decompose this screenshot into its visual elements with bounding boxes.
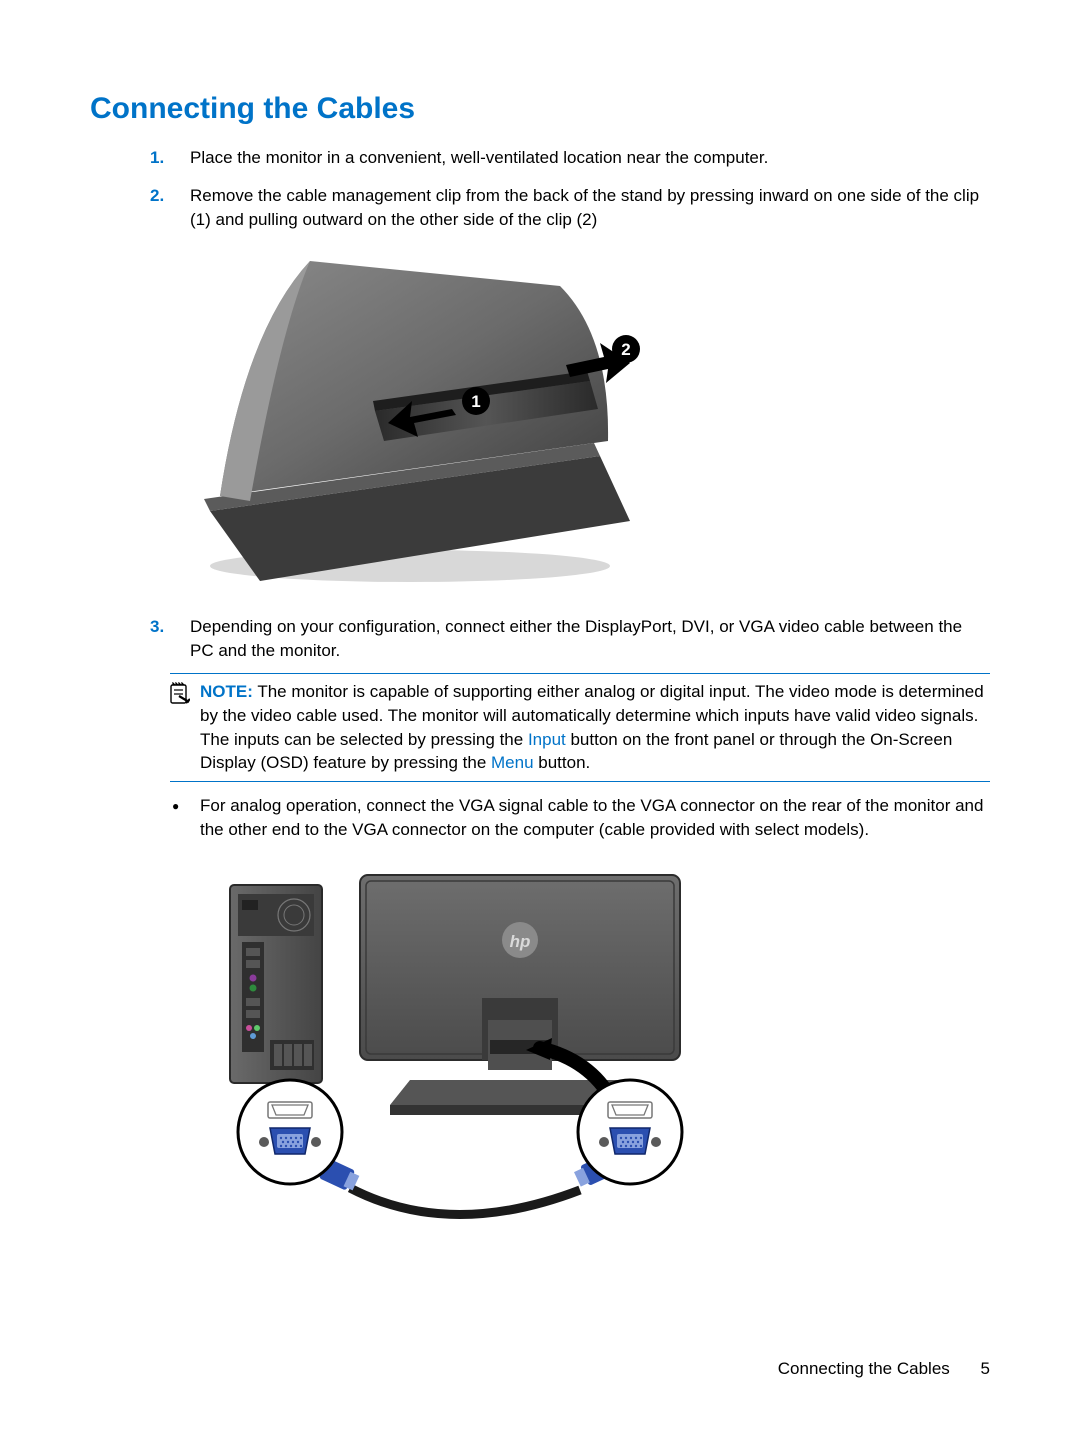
- step-1: Place the monitor in a convenient, well-…: [190, 146, 990, 170]
- step-3: Depending on your configuration, connect…: [190, 615, 990, 663]
- pc-tower: [230, 885, 322, 1083]
- section-title: Connecting the Cables: [90, 92, 990, 126]
- bullet-vga: For analog operation, connect the VGA si…: [200, 794, 990, 842]
- step-2: Remove the cable management clip from th…: [190, 184, 990, 232]
- page-number: 5: [981, 1359, 990, 1378]
- footer-section: Connecting the Cables: [778, 1359, 950, 1378]
- note-text: NOTE: The monitor is capable of supporti…: [170, 680, 990, 775]
- svg-text:1: 1: [471, 392, 480, 411]
- vga-port-monitor: [578, 1080, 682, 1184]
- note-label: NOTE:: [200, 682, 253, 701]
- input-button-ref: Input: [528, 730, 566, 749]
- sub-bullets: For analog operation, connect the VGA si…: [90, 794, 990, 842]
- page-footer: Connecting the Cables 5: [778, 1359, 990, 1379]
- menu-button-ref: Menu: [491, 753, 534, 772]
- figure-cable-clip: 1 2: [190, 251, 990, 591]
- figure-vga-connection: hp: [220, 870, 990, 1235]
- svg-text:hp: hp: [510, 932, 531, 951]
- note-block: NOTE: The monitor is capable of supporti…: [170, 673, 990, 782]
- steps-list: Place the monitor in a convenient, well-…: [90, 146, 990, 231]
- note-icon: [170, 682, 192, 709]
- vga-port-pc: [238, 1080, 342, 1184]
- svg-text:2: 2: [621, 340, 630, 359]
